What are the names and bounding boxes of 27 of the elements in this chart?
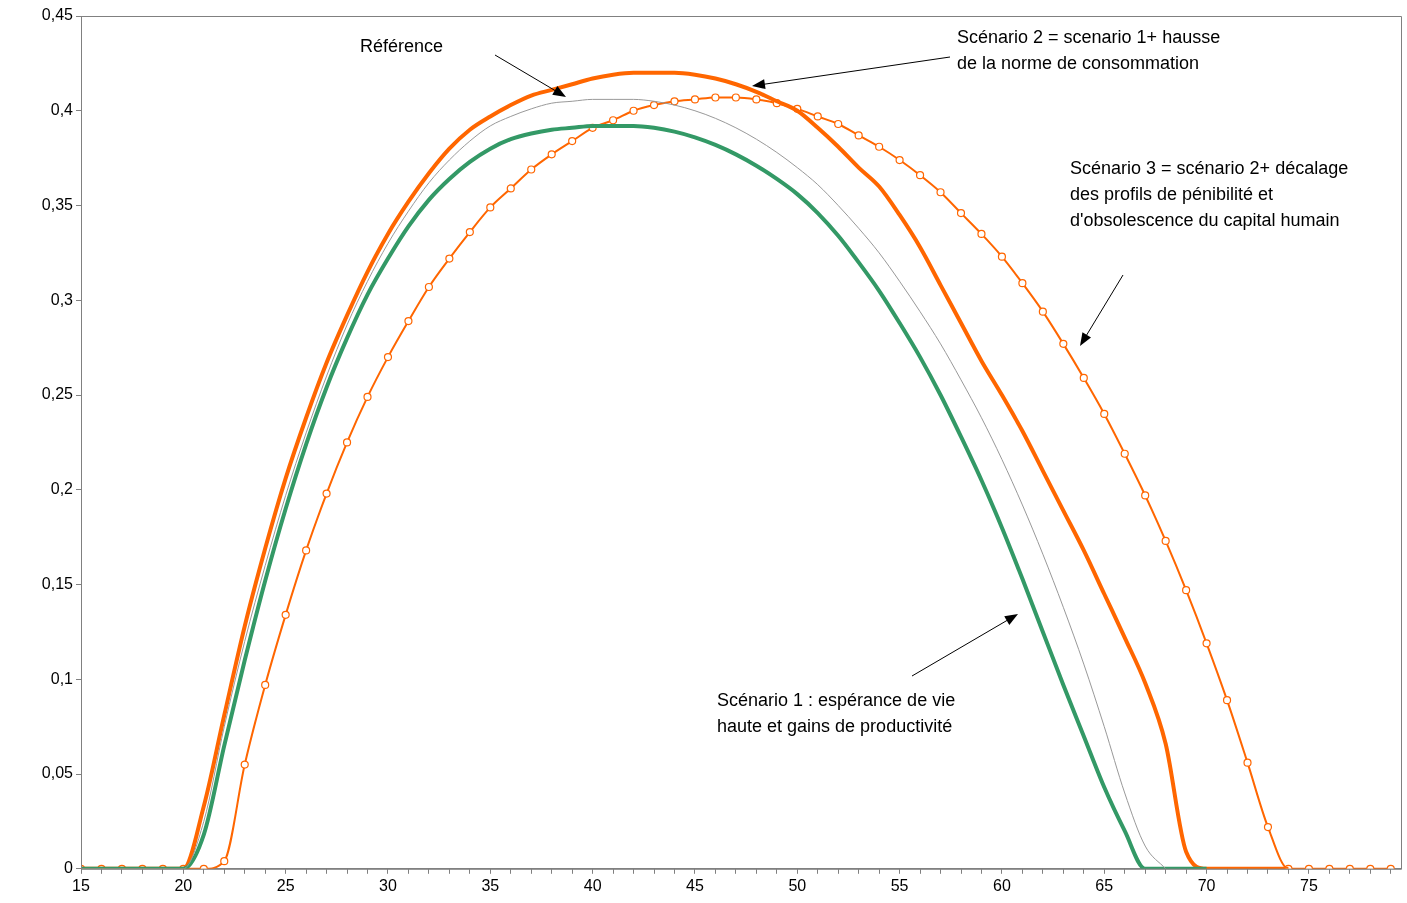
y-tick-label: 0,05 (41, 764, 74, 782)
annotation: Scénario 1 : espérance de vie haute et gains de productivité (717, 689, 957, 738)
x-tick-label: 45 (686, 876, 704, 894)
y-tick-label: 0,3 (50, 290, 74, 308)
x-tick-label: 50 (788, 876, 807, 894)
x-tick-label: 15 (72, 876, 90, 894)
y-tick-label: 0,1 (50, 669, 74, 687)
y-tick-label: 0 (64, 859, 74, 877)
x-tick-label: 65 (1095, 876, 1114, 894)
x-tick-label: 70 (1197, 876, 1216, 894)
annotation: Scénario 3 = scénario 2+ décalage des profils de pénibilité et d'obsolescence du capital humain (1070, 157, 1350, 232)
y-tick-label: 0,25 (41, 385, 74, 403)
x-tick-label: 60 (993, 876, 1011, 894)
annotation: Référence (360, 35, 444, 58)
x-tick-label: 30 (379, 876, 397, 894)
x-tick-label: 40 (583, 876, 602, 894)
annotation: Scénario 2 = scenario 1+ hausse de la norme de consommation (957, 26, 1222, 75)
x-tick-label: 20 (174, 876, 193, 894)
x-tick-label: 55 (890, 876, 909, 894)
y-tick-label: 0,15 (41, 574, 74, 592)
y-tick-label: 0,45 (41, 6, 74, 24)
x-tick-label: 75 (1300, 876, 1318, 894)
y-tick-label: 0,4 (50, 101, 74, 119)
y-tick-label: 0,2 (50, 480, 74, 498)
x-tick-label: 25 (276, 876, 295, 894)
x-tick-label: 35 (481, 876, 500, 894)
y-tick-label: 0,35 (41, 195, 74, 213)
